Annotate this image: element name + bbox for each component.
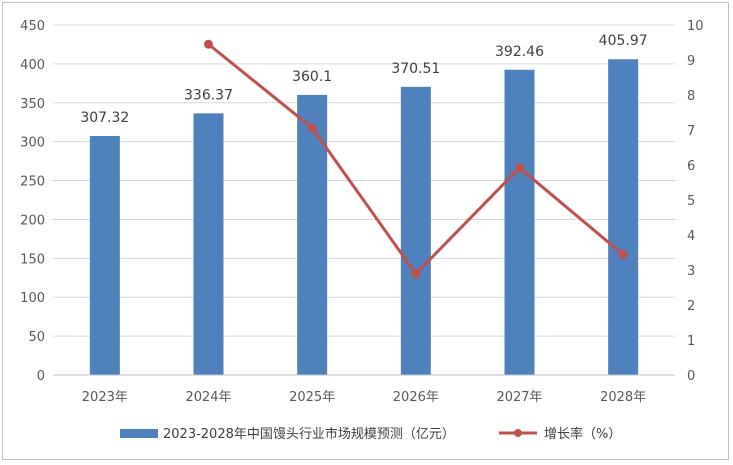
bar-value-label: 405.97 [599,33,648,49]
bar [193,113,224,375]
x-tick-label: 2027年 [496,390,542,405]
right-tick-label: 3 [687,264,695,279]
bar [89,135,120,375]
growth-point [618,250,628,260]
right-tick-label: 4 [687,229,695,244]
gridlines [53,24,675,376]
line-series [204,39,628,279]
right-tick-label: 8 [687,89,695,104]
legend-bar-label: 2023-2028年中国馒头行业市场规模预测（亿元） [163,426,455,442]
left-tick-label: 450 [20,19,45,34]
left-tick-label: 0 [37,369,45,384]
left-tick-label: 150 [20,252,45,267]
left-tick-label: 200 [20,213,45,228]
bar-value-label: 307.32 [80,110,129,126]
right-tick-label: 5 [687,194,695,209]
right-tick-label: 10 [687,19,704,34]
bar-value-label: 392.46 [495,44,544,60]
x-tick-label: 2023年 [82,390,128,405]
x-tick-label: 2025年 [289,390,335,405]
bar-value-label: 370.51 [391,61,440,77]
bar-value-label: 336.37 [184,87,233,103]
legend-line-marker [514,429,522,437]
legend-bar-swatch [120,429,158,438]
x-axis: 2023年 2024年 2025年 2026年 2027年 2028年 [53,374,675,405]
combo-chart: 0 50 100 150 200 250 300 350 400 450 0 1 2 3 4 5 6 7 8 9 10… [20,19,704,442]
right-tick-label: 9 [687,54,695,69]
left-tick-label: 350 [20,97,45,112]
chart-frame: 0 50 100 150 200 250 300 350 400 450 0 1 2 3 4 5 6 7 8 9 10… [2,2,729,460]
right-tick-label: 6 [687,159,695,174]
x-tick-label: 2026年 [393,390,439,405]
bar-series [89,59,639,376]
right-tick-label: 1 [687,334,695,349]
bar-value-label: 360.1 [292,69,332,85]
bar [608,59,639,376]
growth-point [515,163,524,173]
left-tick-label: 100 [20,291,45,306]
left-axis: 0 50 100 150 200 250 300 350 400 450 [20,19,45,384]
bar [297,94,328,375]
left-tick-label: 250 [20,175,45,190]
legend: 2023-2028年中国馒头行业市场规模预测（亿元） 增长率（%） [120,426,621,442]
legend-line-label: 增长率（%） [544,426,621,442]
right-tick-label: 0 [687,369,695,384]
bar [504,69,535,376]
left-tick-label: 400 [20,58,45,73]
right-tick-label: 2 [687,299,695,314]
right-axis: 0 1 2 3 4 5 6 7 8 9 10 [687,19,704,384]
bar [400,86,431,375]
left-tick-label: 300 [20,136,45,151]
right-tick-label: 7 [687,124,695,139]
growth-point [411,269,421,279]
bar-value-labels: 307.32 336.37 360.1 370.51 392.46 405.97 [80,33,647,126]
left-tick-label: 50 [28,330,45,345]
growth-point [307,123,317,133]
growth-point [204,39,213,49]
x-tick-label: 2024年 [185,390,231,405]
x-tick-label: 2028年 [600,390,646,405]
